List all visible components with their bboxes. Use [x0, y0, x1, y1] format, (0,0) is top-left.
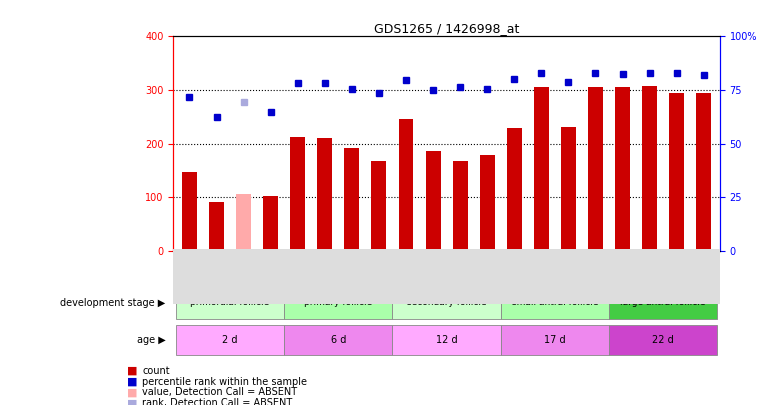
Bar	[263, 196, 278, 251]
FancyBboxPatch shape	[176, 287, 284, 319]
Text: rank, Detection Call = ABSENT: rank, Detection Call = ABSENT	[142, 399, 293, 405]
Bar	[236, 194, 251, 251]
Bar	[426, 151, 440, 251]
Text: 22 d: 22 d	[652, 335, 674, 345]
Text: 17 d: 17 d	[544, 335, 566, 345]
Bar	[371, 162, 387, 251]
Text: ■: ■	[127, 366, 138, 375]
Text: 6 d: 6 d	[330, 335, 346, 345]
FancyBboxPatch shape	[609, 325, 717, 355]
Bar	[696, 93, 711, 251]
Text: age ▶: age ▶	[137, 335, 166, 345]
Title: GDS1265 / 1426998_at: GDS1265 / 1426998_at	[374, 22, 519, 35]
Text: ■: ■	[127, 377, 138, 386]
Bar	[209, 202, 224, 251]
Text: primary follicle: primary follicle	[304, 298, 373, 307]
FancyBboxPatch shape	[500, 287, 609, 319]
Bar	[480, 154, 494, 251]
Text: 2 d: 2 d	[223, 335, 238, 345]
FancyBboxPatch shape	[393, 287, 500, 319]
FancyBboxPatch shape	[609, 287, 717, 319]
Bar	[615, 87, 630, 251]
Bar	[290, 137, 305, 251]
Bar	[399, 119, 413, 251]
Bar	[182, 172, 197, 251]
FancyBboxPatch shape	[176, 325, 284, 355]
Text: percentile rank within the sample: percentile rank within the sample	[142, 377, 307, 386]
Bar	[534, 87, 549, 251]
Text: value, Detection Call = ABSENT: value, Detection Call = ABSENT	[142, 388, 297, 397]
Text: secondary follicle: secondary follicle	[407, 298, 487, 307]
Text: ■: ■	[127, 399, 138, 405]
Bar	[453, 161, 467, 251]
FancyBboxPatch shape	[284, 287, 393, 319]
FancyBboxPatch shape	[393, 325, 500, 355]
Bar	[588, 87, 603, 251]
Bar	[344, 148, 360, 251]
Text: ■: ■	[127, 388, 138, 397]
Text: large antral follicle: large antral follicle	[621, 298, 706, 307]
Text: primordial follicle: primordial follicle	[190, 298, 270, 307]
FancyBboxPatch shape	[284, 325, 393, 355]
Bar	[561, 127, 576, 251]
Bar	[642, 86, 657, 251]
Text: 12 d: 12 d	[436, 335, 457, 345]
Text: development stage ▶: development stage ▶	[60, 298, 166, 308]
Text: count: count	[142, 366, 170, 375]
FancyBboxPatch shape	[500, 325, 609, 355]
Bar	[669, 93, 684, 251]
Bar	[507, 128, 522, 251]
Text: small antral follicle: small antral follicle	[511, 298, 598, 307]
Bar	[317, 138, 332, 251]
